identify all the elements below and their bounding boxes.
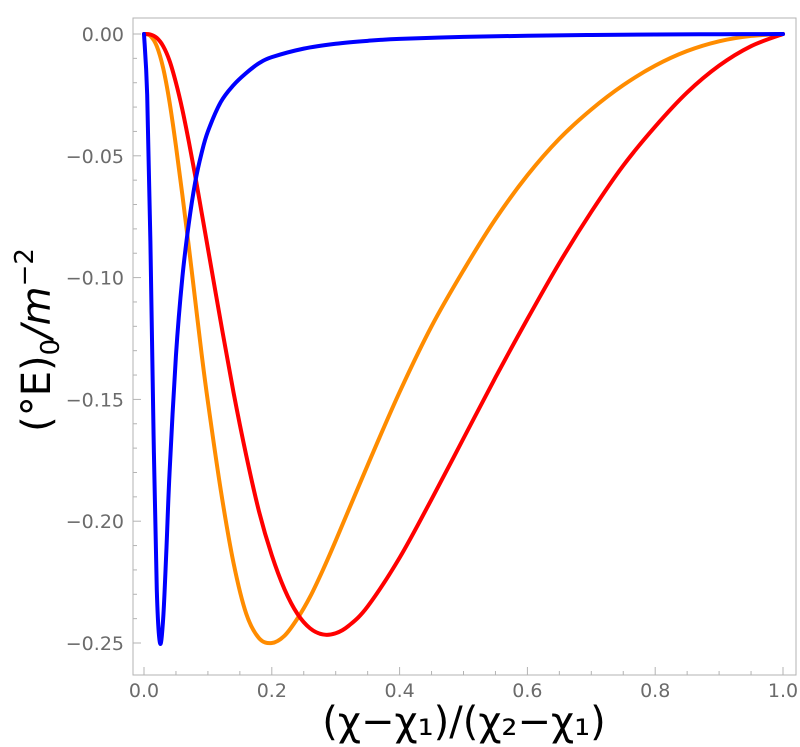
y-tick-label: −0.10 — [66, 268, 124, 290]
y-tick-label: −0.25 — [66, 633, 124, 655]
x-tick-label: 1.0 — [768, 680, 798, 702]
y-tick-label: 0.00 — [82, 24, 124, 46]
x-axis-title: (χ−χ₁)/(χ₂−χ₁) — [322, 699, 605, 745]
series-line-3 — [142, 32, 785, 646]
x-tick-label: 0.6 — [512, 680, 542, 702]
y-tick-label: −0.05 — [66, 146, 124, 168]
y-axis-title-sub: 0 — [36, 339, 66, 356]
y-tick-label: −0.15 — [66, 389, 124, 411]
x-tick-label: 0.4 — [384, 680, 414, 702]
x-tick-label: 0.8 — [640, 680, 670, 702]
plot-area — [142, 32, 785, 646]
x-tick-label: 0.0 — [129, 680, 159, 702]
x-tick-label: 0.2 — [257, 680, 287, 702]
y-axis-title-sup: −2 — [10, 248, 40, 286]
y-axis-title-base: (°E) — [14, 355, 60, 431]
series-line-2 — [142, 32, 785, 637]
x-axis: 0.0 0.2 0.4 0.6 0.8 1.0 — [129, 667, 798, 702]
y-axis-title: (°E)0/m−2 — [10, 248, 66, 432]
plot-frame — [132, 17, 797, 676]
series-line-1 — [142, 32, 785, 646]
y-axis-title-mid: /m — [14, 286, 60, 341]
y-axis: 0.00 −0.05 −0.10 −0.15 −0.20 −0.25 — [66, 24, 141, 655]
y-tick-label: −0.20 — [66, 511, 124, 533]
